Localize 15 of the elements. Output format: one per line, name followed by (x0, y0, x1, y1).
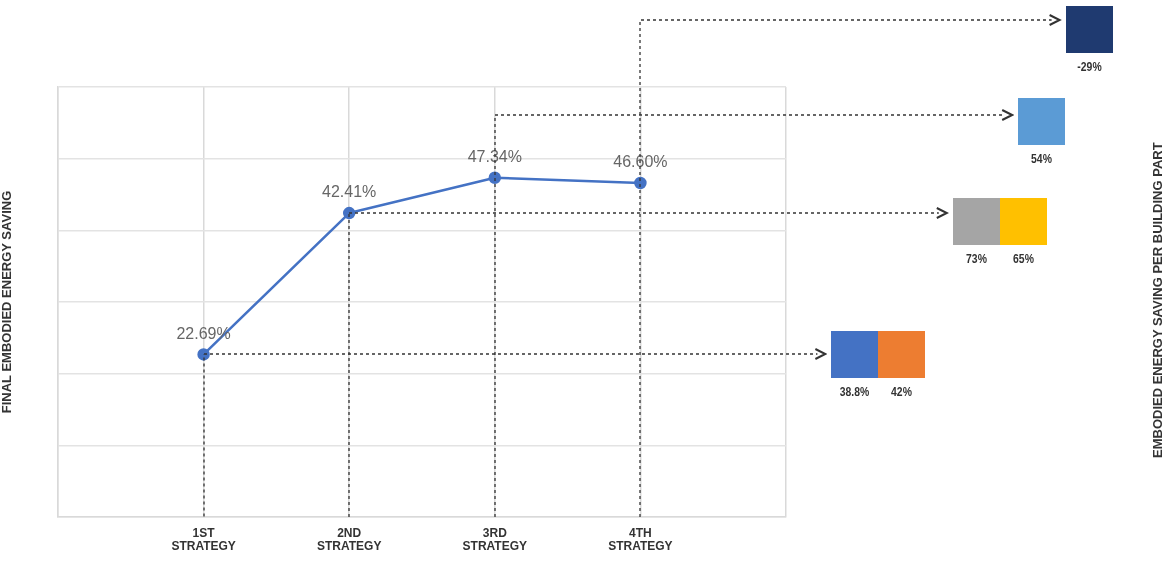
y-axis-title: FINAL EMBODIED ENERGY SAVING (0, 190, 15, 414)
data-label: 65% (1012, 251, 1035, 266)
data-label: 54% (1030, 151, 1053, 166)
data-label: 42% (890, 384, 913, 399)
x-tick-label: 3RD STRATEGY (462, 525, 528, 554)
x-tick-label: 2ND STRATEGY (316, 525, 382, 554)
data-label: 47.34% (467, 148, 522, 166)
data-label: -29% (1076, 59, 1103, 74)
data-label: 42.41% (322, 183, 377, 201)
data-label: 46.60% (613, 153, 668, 171)
data-label: 38.8% (838, 384, 871, 399)
x-tick-label: 4TH STRATEGY (608, 525, 673, 554)
x-tick-label: 1ST STRATEGY (171, 525, 236, 554)
text: EMBODIED ENERGY SAVING PER BUILDING PART (1150, 142, 1165, 458)
data-label: 73% (965, 251, 988, 266)
